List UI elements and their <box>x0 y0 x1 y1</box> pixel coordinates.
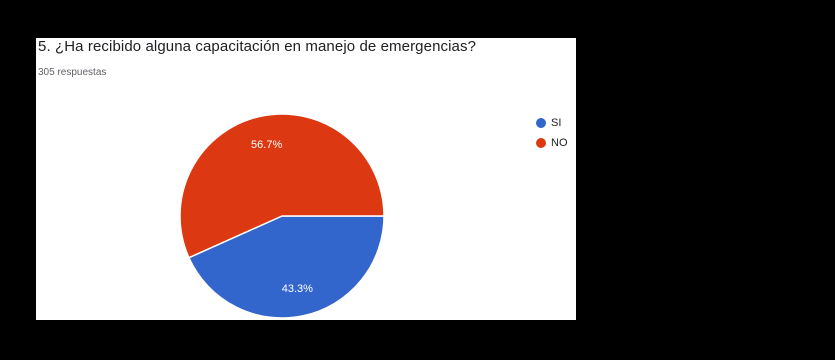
legend-swatch-si <box>536 118 546 128</box>
legend-label-no: NO <box>551 137 568 149</box>
legend-swatch-no <box>536 138 546 148</box>
pie-slice-si[interactable] <box>187 215 385 319</box>
response-count: 305 respuestas <box>38 67 107 78</box>
pie-slice-no[interactable] <box>179 113 385 259</box>
chart-card: 5. ¿Ha recibido alguna capacitación en m… <box>36 38 576 320</box>
legend-item-si[interactable]: SI <box>536 113 568 133</box>
legend-label-si: SI <box>551 117 562 129</box>
chart-legend: SI NO <box>536 113 568 153</box>
pie-chart: 43.3% 56.7% <box>179 113 385 319</box>
slice-label-si: 43.3% <box>282 283 313 295</box>
legend-item-no[interactable]: NO <box>536 133 568 153</box>
chart-title: 5. ¿Ha recibido alguna capacitación en m… <box>38 38 477 55</box>
slice-label-no: 56.7% <box>251 139 282 151</box>
